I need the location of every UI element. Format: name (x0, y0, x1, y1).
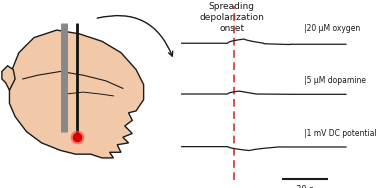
Text: 30 s: 30 s (296, 185, 314, 188)
Text: |20 μM oxygen: |20 μM oxygen (304, 24, 360, 33)
FancyArrowPatch shape (97, 16, 173, 56)
Polygon shape (2, 66, 15, 90)
Text: |5 μM dopamine: |5 μM dopamine (304, 76, 366, 85)
Text: |1 mV DC potential: |1 mV DC potential (304, 129, 376, 138)
Polygon shape (9, 30, 144, 158)
Text: Spreading
depolarization
onset: Spreading depolarization onset (199, 2, 264, 33)
